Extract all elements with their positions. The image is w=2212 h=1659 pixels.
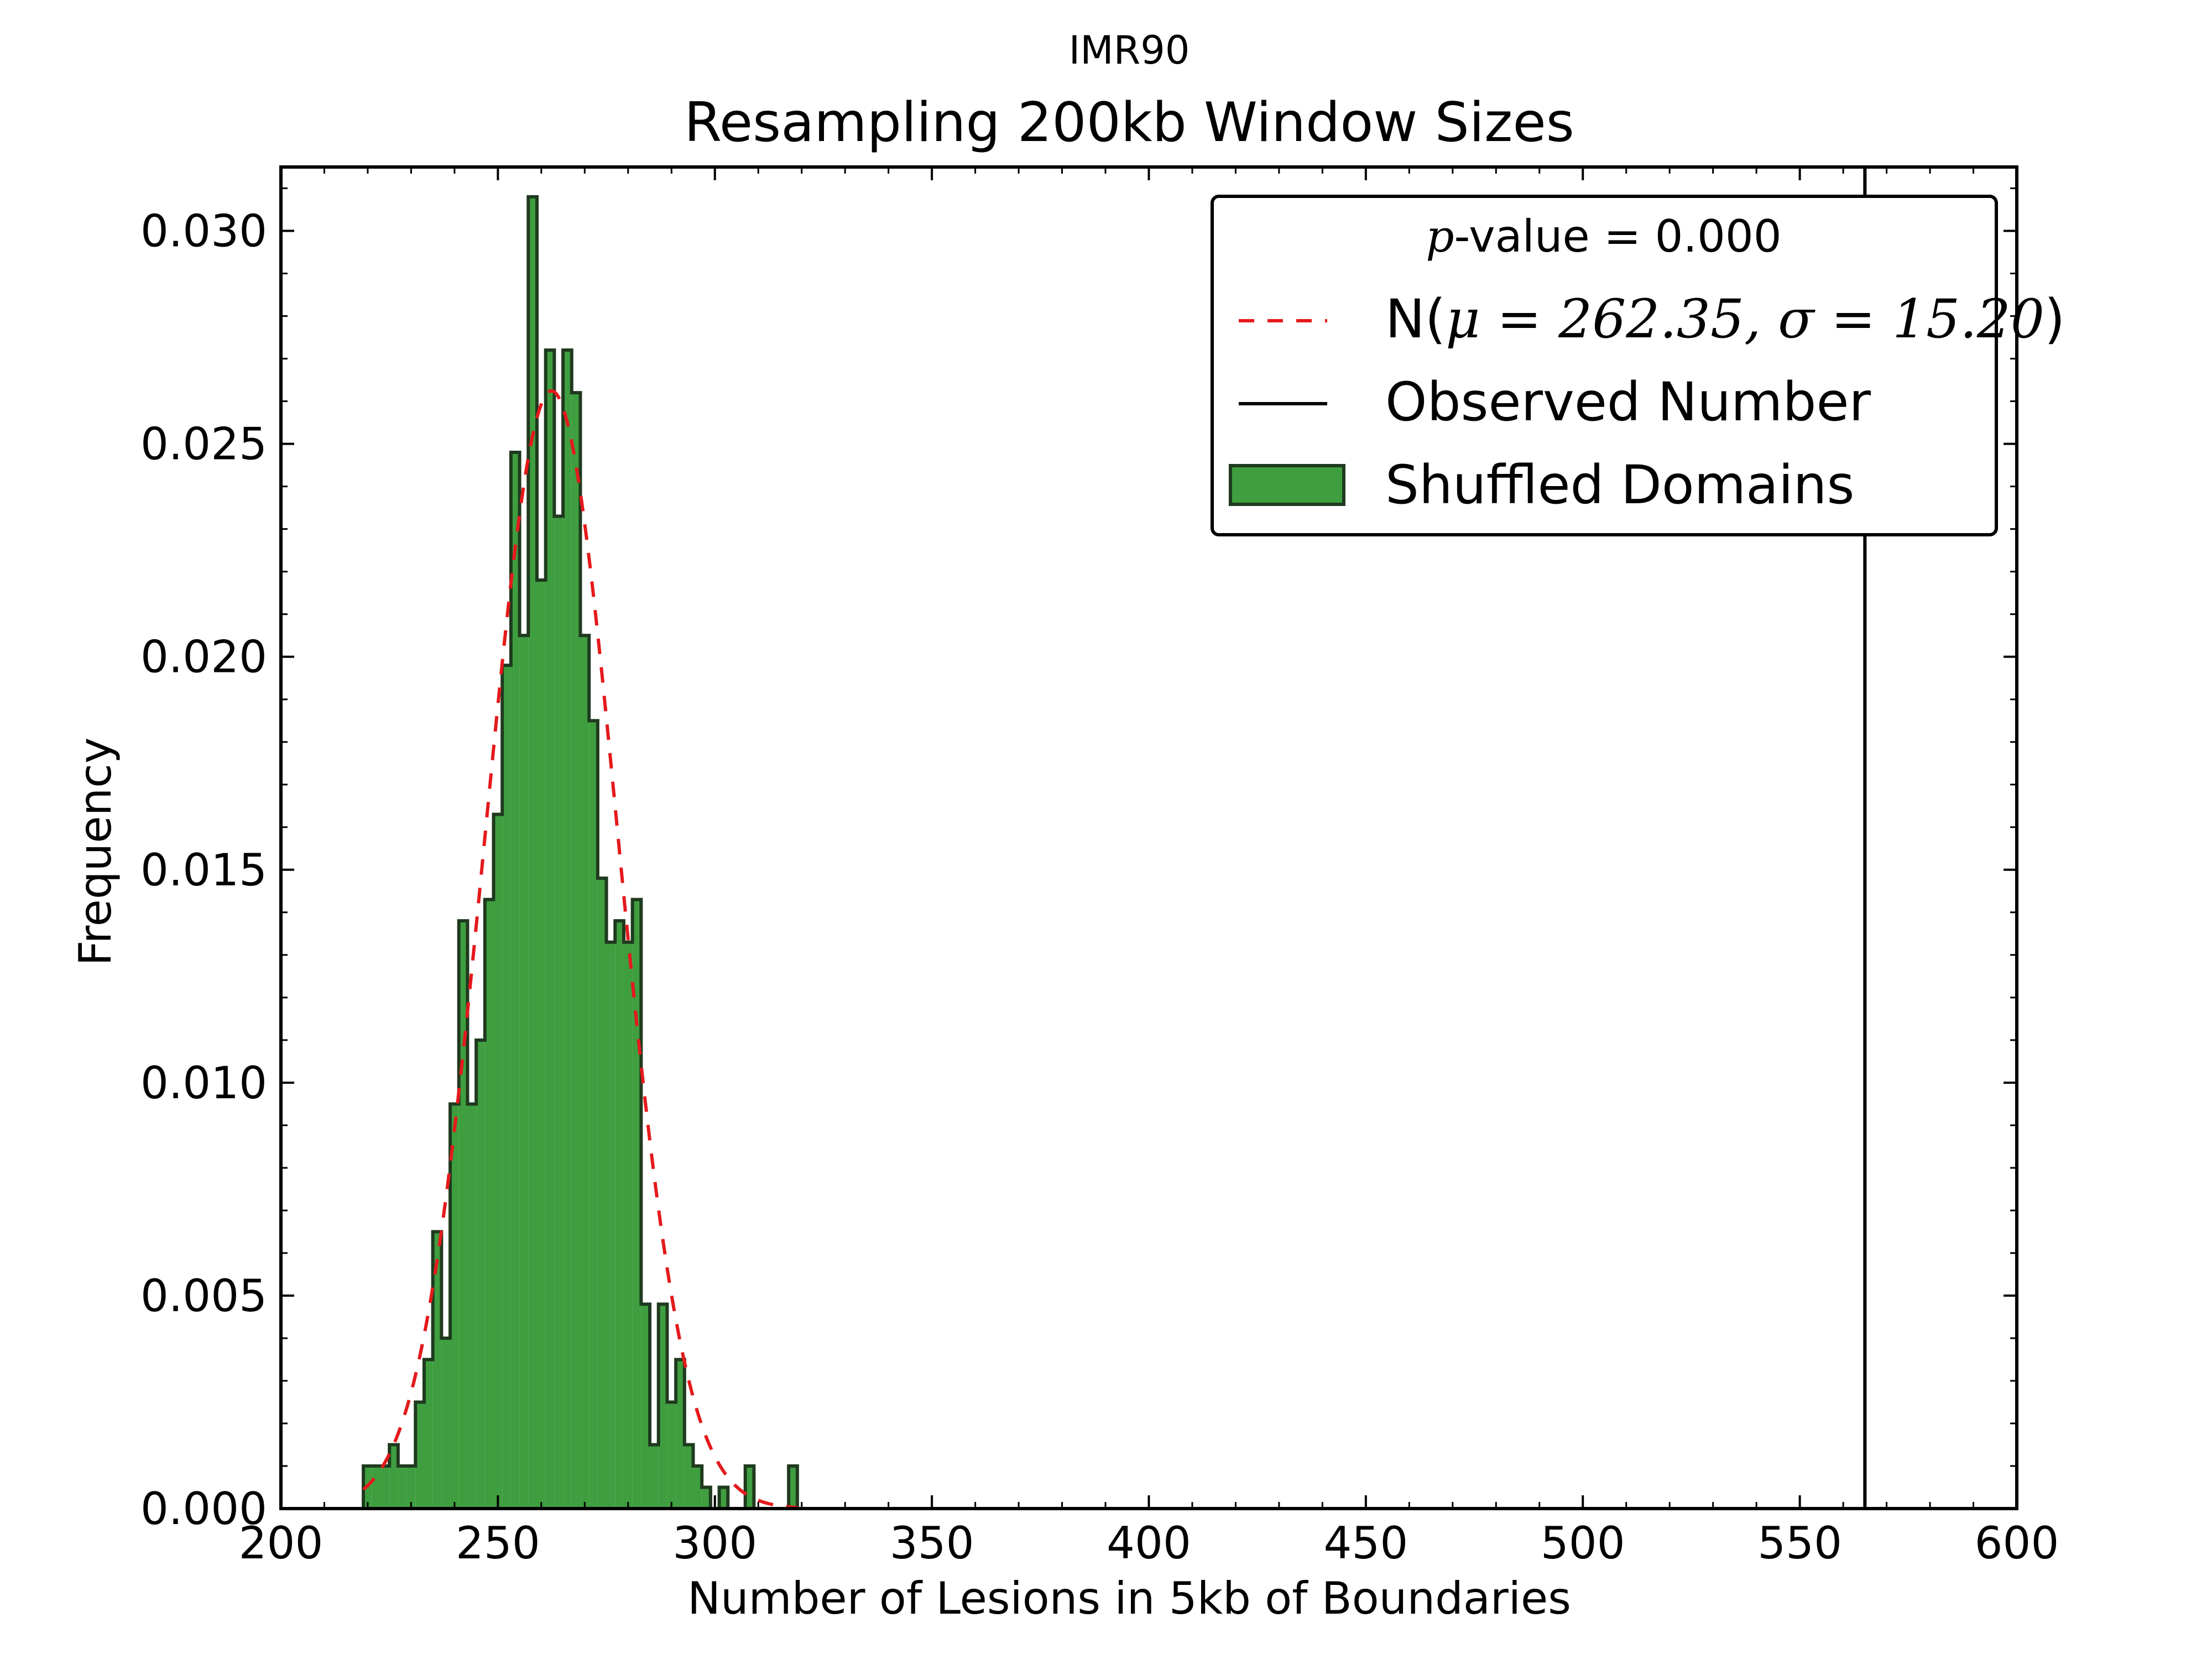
legend-shuffled-swatch [1229,464,1345,506]
chart-suptitle: IMR90 [1069,28,1190,73]
y-tick-label: 0.015 [140,844,267,896]
y-tick-label: 0.005 [140,1270,267,1322]
legend-box [1211,195,1998,536]
histogram-bar [545,350,555,1509]
histogram-bar [606,942,615,1509]
histogram-bar [719,1487,728,1509]
x-axis-label: Number of Lesions in 5kb of Boundaries [687,1573,1571,1624]
y-tick-label: 0.020 [140,632,267,683]
histogram-bar [571,393,581,1509]
histogram-bar [389,1444,398,1509]
x-tick-label: 200 [239,1517,324,1569]
histogram-bar [684,1444,693,1509]
histogram-bar [502,665,511,1509]
histogram-bar [702,1487,711,1509]
histogram-bar [406,1465,416,1509]
x-tick-label: 500 [1541,1517,1625,1569]
legend-normal-suffix: ) [2044,288,2065,350]
histogram-bar [597,878,607,1509]
histogram-bar [667,1402,676,1509]
x-tick-label: 350 [890,1517,974,1569]
histogram-bar [589,721,598,1509]
histogram-bar [424,1359,433,1509]
legend-pvalue: p-value = 0.000 [1426,211,1781,262]
legend-shuffled-label: Shuffled Domains [1385,454,1854,516]
histogram-bar [615,921,624,1509]
histogram-bar [745,1465,754,1509]
normal-fit-curve [362,389,798,1510]
histogram-bar [450,1104,459,1509]
histogram-bar [372,1465,381,1509]
histogram-bar [432,1232,442,1509]
x-tick-label: 450 [1324,1517,1408,1569]
histogram-bar [528,196,538,1509]
x-tick-label: 300 [672,1517,757,1569]
histogram-bar [789,1465,797,1509]
histogram-bar [476,1040,485,1509]
histogram-bar [493,814,503,1509]
histogram-bar [510,452,520,1509]
x-tick-label: 550 [1757,1517,1842,1569]
histogram-bar [380,1465,390,1509]
x-tick-label: 400 [1107,1517,1191,1569]
legend-normal-label: N(μ = 262.35, σ = 15.20) [1385,288,2065,350]
legend-observed-label: Observed Number [1385,371,1871,433]
y-tick-label: 0.030 [140,206,267,257]
histogram-bar [484,899,494,1509]
x-tick-label: 250 [456,1517,540,1569]
y-tick-label: 0.000 [140,1483,267,1535]
histogram-bar [623,942,633,1509]
legend: p-value = 0.000 N(μ = 262.35, σ = 15.20)… [1211,195,2065,536]
histogram-bar [519,635,529,1509]
histogram-bar [641,1304,650,1509]
histogram-bar [537,580,546,1509]
x-tick-label: 600 [1975,1517,2059,1569]
y-axis-label: Frequency [70,737,121,966]
histogram-bar [398,1465,407,1509]
y-tick-label: 0.025 [140,419,267,470]
histogram-bar [650,1444,659,1509]
chart-title: Resampling 200kb Window Sizes [684,91,1574,154]
histogram-bar [580,635,589,1509]
y-tick-label: 0.010 [140,1057,267,1109]
histogram-bar [658,1304,667,1509]
plot-area: 200 250 300 350 400 450 500 550 600 0.000 0.005 0.0… [140,165,2059,1569]
legend-pvalue-symbol: p [1426,211,1454,262]
histogram-bar [415,1402,424,1509]
histogram-bar [554,516,564,1509]
histogram-bar [467,1104,477,1509]
legend-pvalue-text: -value = 0.000 [1454,211,1782,262]
histogram-bar [563,350,572,1509]
histogram-bar [441,1338,451,1509]
legend-normal-prefix: N( [1385,288,1446,350]
histogram-bar [693,1465,702,1509]
histogram-bar [676,1359,685,1509]
legend-normal-params: μ = 262.35, σ = 15.20 [1446,288,2044,350]
